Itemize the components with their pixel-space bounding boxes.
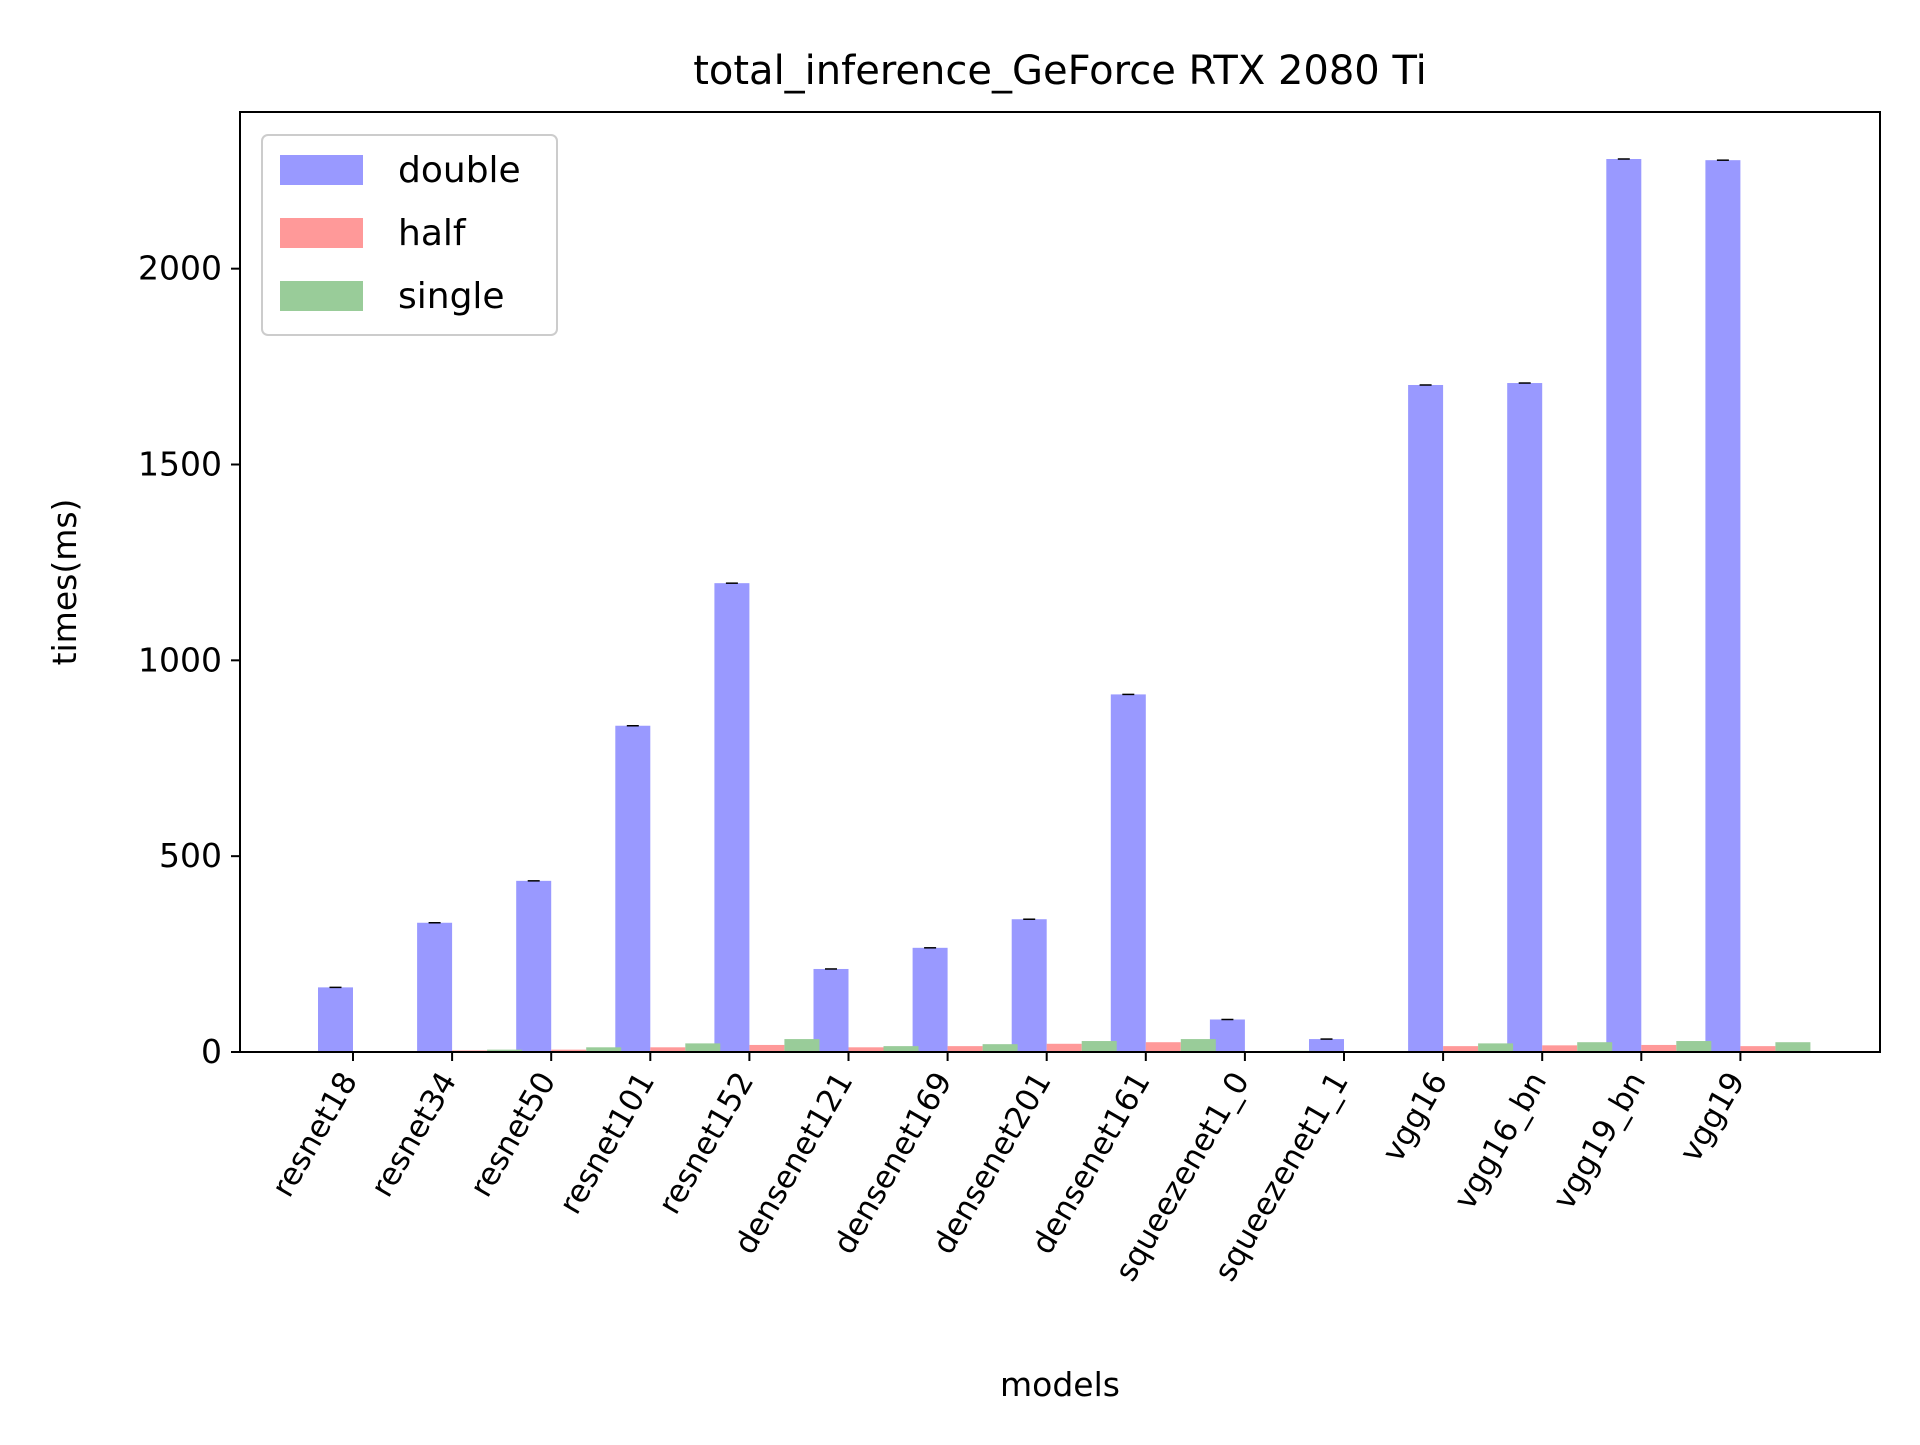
bar-double-resnet101: [615, 726, 650, 1052]
bar-half-vgg19_bn: [1641, 1045, 1676, 1052]
bar-double-vgg16_bn: [1507, 383, 1542, 1052]
x-tick-label-resnet34: resnet34: [364, 1066, 464, 1203]
bar-single-densenet169: [983, 1044, 1018, 1052]
y-axis-ticks: 0 500 1000 1500 2000: [138, 249, 240, 1071]
bar-double-densenet201: [1012, 919, 1047, 1052]
legend-swatch-single: [280, 281, 363, 311]
bar-double-vgg19: [1705, 160, 1740, 1052]
x-tick-label-resnet101: resnet101: [552, 1066, 662, 1220]
bar-single-vgg16: [1478, 1043, 1513, 1052]
x-tick-label-resnet18: resnet18: [265, 1066, 365, 1203]
legend-swatch-double: [280, 155, 363, 185]
x-tick-label-resnet50: resnet50: [463, 1066, 563, 1203]
chart-title: total_inference_GeForce RTX 2080 Ti: [693, 48, 1427, 94]
y-tick-label: 1000: [138, 640, 222, 679]
y-tick-label: 0: [201, 1032, 222, 1071]
bar-single-resnet101: [685, 1043, 720, 1052]
x-tick-label-vgg19_bn: vgg19_bn: [1546, 1066, 1653, 1216]
bar-double-squeezenet1_1: [1309, 1039, 1344, 1052]
bar-double-resnet18: [318, 987, 353, 1052]
bar-double-vgg19_bn: [1606, 159, 1641, 1052]
x-tick-label-vgg16: vgg16: [1375, 1066, 1455, 1168]
y-tick-label: 1500: [138, 445, 222, 484]
bar-double-densenet161: [1111, 694, 1146, 1052]
bar-single-vgg19_bn: [1676, 1041, 1711, 1052]
bar-double-resnet50: [516, 881, 551, 1052]
y-tick-label: 500: [159, 836, 222, 875]
legend-label-single: single: [398, 276, 505, 317]
bar-half-resnet152: [749, 1045, 784, 1052]
bar-single-densenet161: [1181, 1039, 1216, 1052]
x-axis-label: models: [1000, 1365, 1120, 1404]
bar-double-densenet169: [913, 948, 948, 1052]
bar-single-densenet201: [1082, 1041, 1117, 1052]
bar-double-resnet34: [417, 923, 452, 1052]
y-axis-label: times(ms): [45, 499, 84, 666]
bar-half-densenet201: [1047, 1044, 1082, 1052]
x-tick-label-vgg16_bn: vgg16_bn: [1447, 1066, 1554, 1216]
bar-double-resnet152: [714, 583, 749, 1052]
x-tick-label-resnet152: resnet152: [651, 1066, 761, 1220]
bar-single-resnet152: [784, 1039, 819, 1052]
bar-half-densenet161: [1146, 1042, 1181, 1052]
legend-label-half: half: [398, 213, 467, 254]
y-tick-label: 2000: [138, 249, 222, 288]
legend-swatch-half: [280, 218, 363, 248]
bar-single-vgg16_bn: [1577, 1042, 1612, 1052]
bar-double-vgg16: [1408, 385, 1443, 1052]
legend-label-double: double: [398, 150, 521, 191]
bar-single-vgg19: [1775, 1042, 1810, 1052]
legend: double half single: [262, 135, 557, 335]
x-tick-label-vgg19: vgg19: [1673, 1066, 1753, 1168]
